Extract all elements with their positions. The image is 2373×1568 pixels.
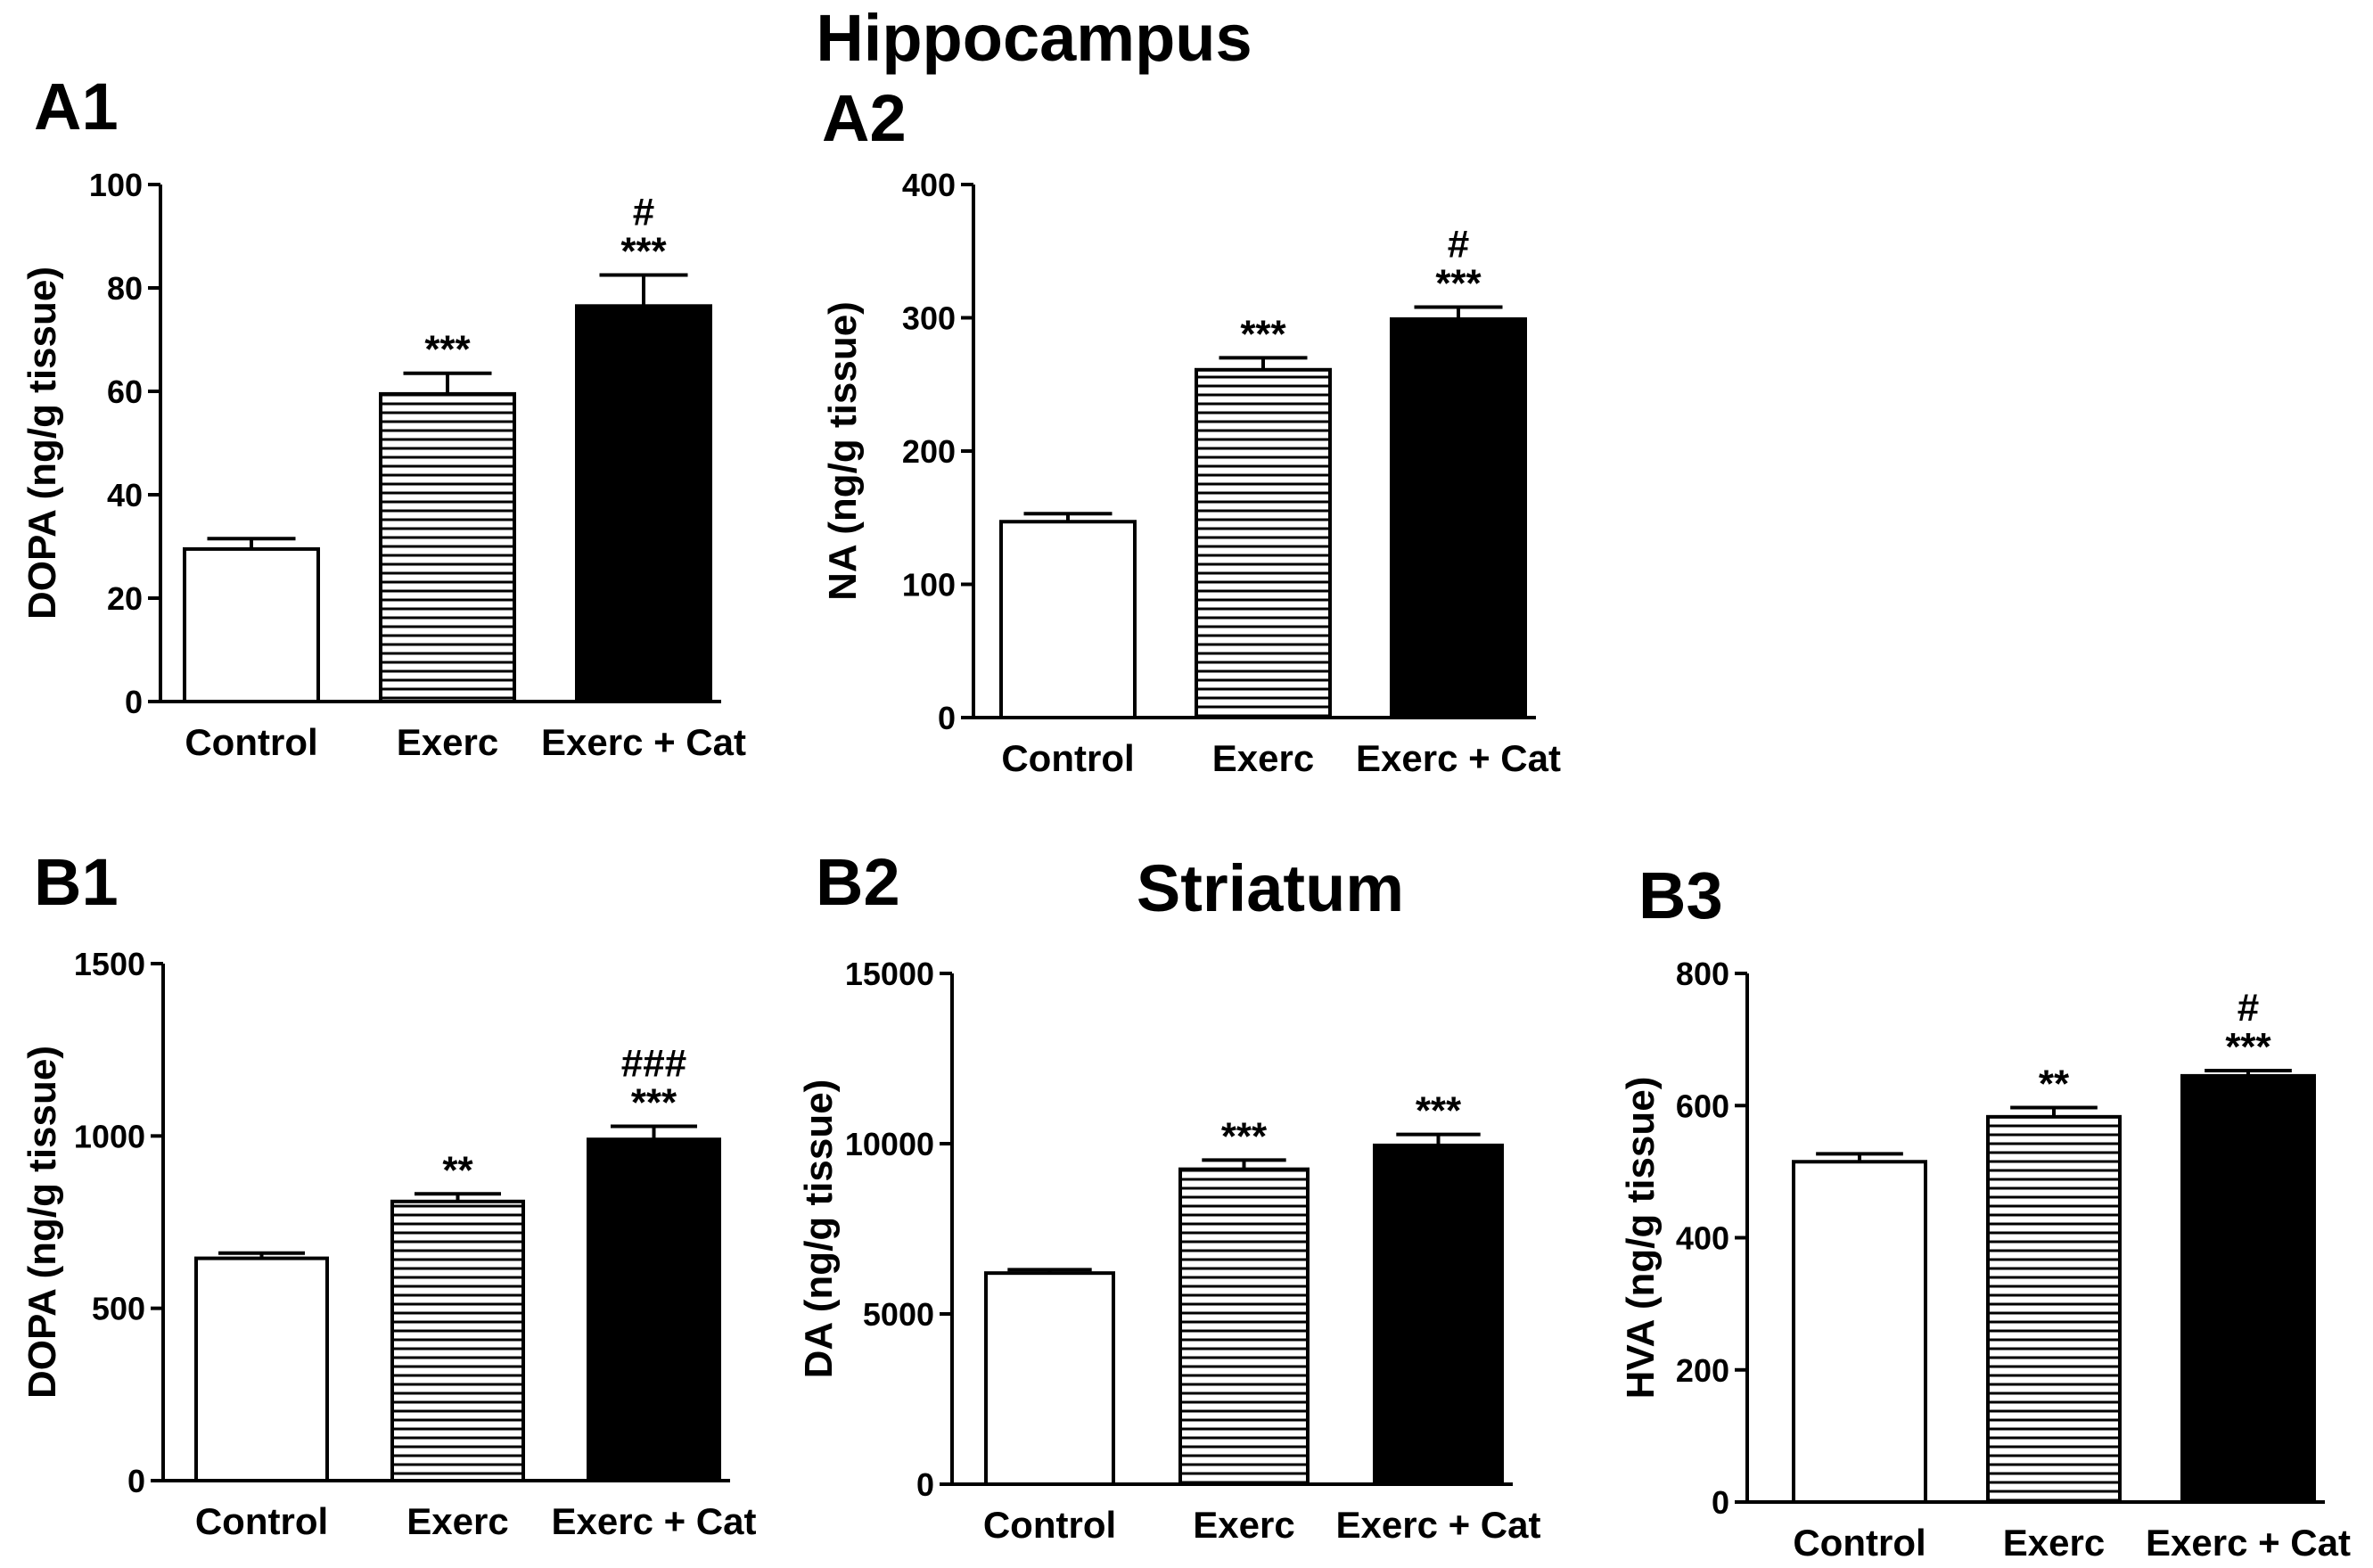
- panel-label-b1: B1: [34, 845, 119, 919]
- category-label-a2-0: Control: [1001, 737, 1134, 779]
- bar-b3-0: [1792, 1160, 1927, 1504]
- bar-b2-0: [984, 1271, 1115, 1487]
- bar-a2-1: [1195, 367, 1332, 719]
- bar-a1-1: [379, 391, 516, 703]
- category-label-b1-0: Control: [195, 1500, 328, 1542]
- significance-b3-1: **: [2039, 1062, 2070, 1105]
- chart-a1: A1 0 20 40 60 80 100 DOPA (ng/g tissue) Control *…: [21, 70, 746, 763]
- bar-b1-0: [194, 1256, 329, 1482]
- significance-hash-a1-2: #: [633, 191, 654, 234]
- y-tick-label-a2-0: 0: [938, 700, 956, 736]
- bar-b2-1: [1178, 1167, 1310, 1487]
- panel-label-a2: A2: [822, 81, 907, 155]
- category-label-b1-2: Exerc + Cat: [552, 1500, 757, 1542]
- bar-b1-2: [587, 1137, 721, 1482]
- y-tick-label-a2-2: 200: [902, 433, 956, 470]
- significance-hash-b3-2: #: [2238, 986, 2259, 1030]
- title-hippocampus: Hippocampus: [816, 1, 1252, 75]
- bar-b2-2: [1373, 1143, 1504, 1487]
- category-label-a1-1: Exerc: [397, 721, 498, 763]
- significance-a1-2: ***: [620, 230, 667, 274]
- category-label-b2-0: Control: [983, 1504, 1116, 1546]
- y-tick-label-b1-2: 1000: [74, 1118, 145, 1154]
- category-label-b3-1: Exerc: [2003, 1522, 2105, 1564]
- bar-a2-0: [999, 520, 1137, 719]
- significance-b3-2: ***: [2225, 1025, 2271, 1069]
- y-tick-label-b1-0: 0: [127, 1463, 145, 1499]
- bar-a2-2: [1390, 316, 1527, 719]
- y-tick-label-a2-1: 100: [902, 567, 956, 603]
- charts-group: A1 0 20 40 60 80 100 DOPA (ng/g tissue) Control *…: [21, 70, 2351, 1564]
- y-tick-label-b2-1: 5000: [863, 1296, 934, 1333]
- y-tick-label-a1-0: 0: [125, 684, 143, 720]
- chart-b3: B3 0 200 400 600 800 HVA (ng/g tissue) Control *…: [1619, 858, 2351, 1564]
- y-axis-label-a1: DOPA (ng/g tissue): [21, 267, 64, 620]
- significance-b1-2: ***: [631, 1081, 677, 1125]
- y-axis-label-b2: DA (ng/g tissue): [797, 1080, 841, 1379]
- y-tick-label-a1-5: 100: [89, 167, 143, 203]
- category-label-b1-1: Exerc: [406, 1500, 508, 1542]
- panel-label-b2: B2: [816, 845, 900, 919]
- chart-a2: A2 0 100 200 300 400 NA (ng/g tissue) Control **…: [821, 81, 1561, 779]
- significance-b2-2: ***: [1416, 1089, 1462, 1133]
- y-tick-label-b2-2: 10000: [845, 1126, 934, 1162]
- y-tick-label-a2-3: 300: [902, 300, 956, 337]
- y-axis-label-b3: HVA (ng/g tissue): [1619, 1077, 1663, 1400]
- y-tick-label-b3-3: 600: [1676, 1088, 1729, 1124]
- significance-b2-1: ***: [1221, 1114, 1268, 1158]
- y-tick-label-b2-3: 15000: [845, 956, 934, 992]
- y-tick-label-b1-3: 1500: [74, 946, 145, 982]
- bar-b3-2: [2180, 1073, 2316, 1505]
- y-tick-label-b3-2: 400: [1676, 1220, 1729, 1257]
- category-label-a1-0: Control: [185, 721, 317, 763]
- chart-b2: B2 0 5000 10000 15000 DA (ng/g tissue) Control…: [797, 845, 1540, 1546]
- panel-label-b3: B3: [1638, 858, 1723, 932]
- y-tick-label-a2-4: 400: [902, 167, 956, 203]
- category-label-b2-1: Exerc: [1193, 1504, 1294, 1546]
- bar-a1-2: [575, 304, 712, 703]
- y-tick-label-b1-1: 500: [92, 1291, 145, 1327]
- significance-a2-2: ***: [1435, 262, 1482, 306]
- y-axis-label-a2: NA (ng/g tissue): [821, 301, 865, 601]
- significance-b1-1: **: [442, 1148, 473, 1192]
- category-label-a2-2: Exerc + Cat: [1356, 737, 1561, 779]
- y-tick-label-b3-0: 0: [1712, 1484, 1729, 1521]
- title-striatum: Striatum: [1137, 851, 1404, 925]
- bar-b1-1: [390, 1199, 525, 1483]
- significance-a1-1: ***: [424, 328, 471, 372]
- y-tick-label-a1-4: 80: [107, 270, 143, 307]
- bar-b3-1: [1986, 1114, 2122, 1504]
- y-tick-label-a1-2: 40: [107, 477, 143, 513]
- significance-hash-b1-2: ###: [621, 1042, 686, 1086]
- y-tick-label-a1-1: 20: [107, 580, 143, 617]
- category-label-a2-1: Exerc: [1212, 737, 1314, 779]
- significance-hash-a2-2: #: [1448, 223, 1469, 267]
- category-label-b3-2: Exerc + Cat: [2146, 1522, 2351, 1564]
- y-tick-label-b3-1: 200: [1676, 1352, 1729, 1389]
- bar-a1-0: [183, 546, 320, 704]
- category-label-b2-2: Exerc + Cat: [1336, 1504, 1541, 1546]
- category-label-b3-0: Control: [1793, 1522, 1925, 1564]
- panel-label-a1: A1: [34, 70, 119, 144]
- y-tick-label-b2-0: 0: [916, 1466, 934, 1503]
- chart-b1: B1 0 500 1000 1500 DOPA (ng/g tissue) Control *…: [21, 845, 756, 1542]
- y-tick-label-a1-3: 60: [107, 374, 143, 410]
- category-label-a1-2: Exerc + Cat: [541, 721, 746, 763]
- y-tick-label-b3-4: 800: [1676, 956, 1729, 992]
- significance-a2-1: ***: [1240, 312, 1286, 356]
- y-axis-label-b1: DOPA (ng/g tissue): [21, 1046, 64, 1399]
